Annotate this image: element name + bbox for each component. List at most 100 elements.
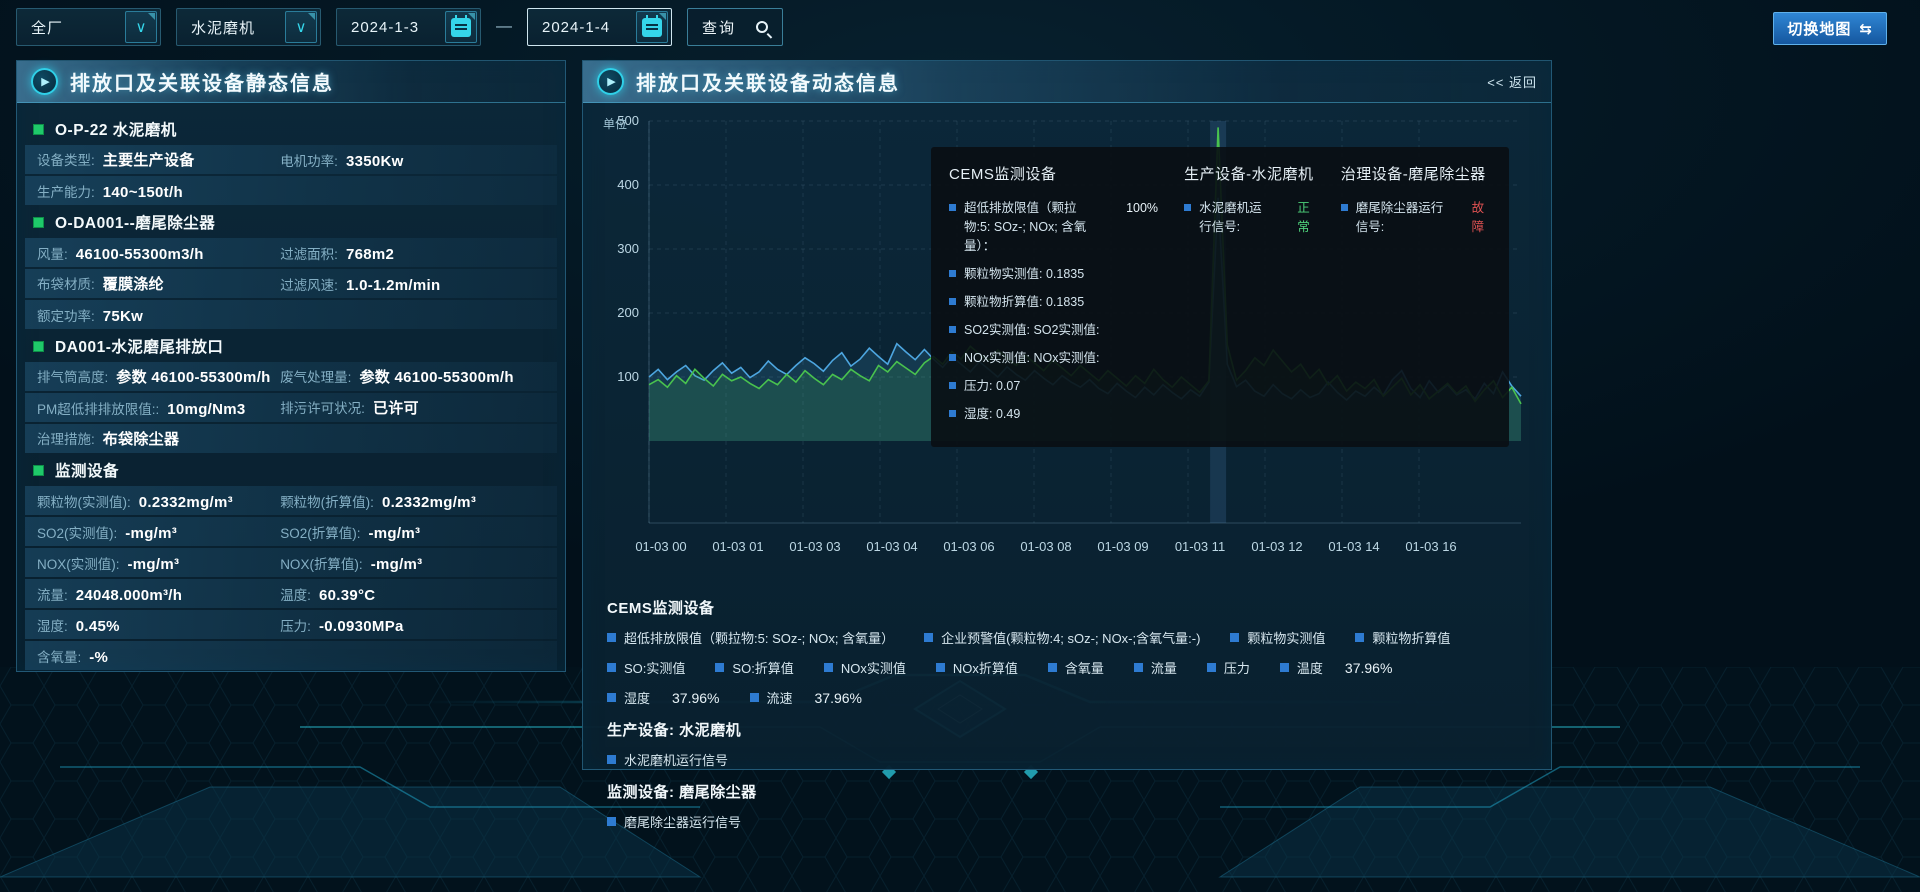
legend-square-icon [949, 354, 956, 361]
info-cell: 颗粒物(实测值): 0.2332mg/m³ [37, 491, 280, 511]
tooltip-row-value: 故障 [1471, 201, 1485, 234]
legend-item[interactable]: 磨尾除尘器运行信号 [607, 812, 741, 831]
info-row: 含氧量: -% [25, 641, 557, 670]
legend-item-value: 37.96% [672, 689, 720, 706]
toolbar: 全厂 ∨ 水泥磨机 ∨ 2024-1-3 — 2024-1-4 查询 [16, 8, 783, 46]
legend-item-label: 流量 [1150, 661, 1177, 676]
legend-item[interactable]: SO:实测值 [607, 658, 685, 677]
info-cell: 排气筒高度: 参数 46100-55300m/h [37, 366, 280, 387]
query-button[interactable]: 查询 [687, 8, 783, 46]
legend-item[interactable]: 流速 37.96% [749, 688, 862, 707]
section-title: 监测设备 [55, 463, 120, 480]
legend-item[interactable]: NOx实测值 [823, 658, 906, 677]
tooltip-row: 颗粒物实测值: 0.1835 [949, 263, 1158, 282]
field-label: 过滤面积: [280, 246, 338, 262]
chart-tooltip: CEMS监测设备 超低排放限值（颗拉物:5: SOz-; NOx; 含氧量）： 10… [931, 147, 1509, 447]
legend-item[interactable]: 流量 [1133, 658, 1177, 677]
tooltip-row-label: 颗粒物实测值: 0.1835 [964, 267, 1085, 281]
legend-item-label: 颗粒物实测值 [1247, 631, 1326, 646]
device-select[interactable]: 水泥磨机 ∨ [176, 8, 321, 46]
field-value: -mg/m³ [368, 524, 421, 542]
static-info-panel: ▶ 排放口及关联设备静态信息 O-P-22 水泥磨机 设备类型: 主要生产设备 电机功… [16, 60, 566, 672]
legend-square-icon [823, 663, 833, 672]
calendar-icon[interactable] [636, 11, 668, 43]
section-title: O-DA001--磨尾除尘器 [55, 215, 216, 232]
dynamic-info-panel-title: 排放口及关联设备动态信息 [636, 73, 900, 95]
legend-item[interactable]: 压力 [1206, 658, 1250, 677]
legend-item-label: NOx实测值 [840, 661, 906, 676]
field-value: 0.45% [75, 617, 120, 635]
calendar-glyph [642, 14, 662, 37]
plant-select[interactable]: 全厂 ∨ [16, 8, 161, 46]
info-cell: 湿度: 0.45% [37, 615, 280, 635]
legend-item[interactable]: 颗粒物实测值 [1230, 628, 1325, 647]
legend-square-icon [949, 270, 956, 277]
legend-item[interactable]: 水泥磨机运行信号 [607, 750, 728, 769]
info-row: 生产能力: 140~150t/h [25, 176, 557, 205]
info-row: SO2(实测值): -mg/m³ SO2(折算值): -mg/m³ [25, 517, 557, 546]
legend-item[interactable]: SO:折算值 [715, 658, 794, 677]
field-value: 1.0-1.2m/min [345, 276, 441, 294]
info-cell: SO2(折算值): -mg/m³ [280, 522, 420, 542]
field-label: 颗粒物(折算值): [280, 494, 374, 510]
tooltip-column-title: 治理设备-磨尾除尘器 [1340, 166, 1486, 183]
legend-item[interactable]: 含氧量 [1047, 658, 1104, 677]
chevron-down-icon[interactable]: ∨ [125, 11, 157, 43]
legend-item-label: 磨尾除尘器运行信号 [624, 815, 742, 830]
field-value: 参数 46100-55300m/h [359, 369, 514, 386]
tooltip-row-label: 水泥磨机运行信号: [1199, 201, 1262, 234]
calendar-icon[interactable] [445, 11, 477, 43]
tooltip-row: 超低排放限值（颗拉物:5: SOz-; NOx; 含氧量）： 100% [949, 197, 1158, 254]
legend-item[interactable]: 超低排放限值（颗拉物:5: SOz-; NOx; 含氧量） [607, 628, 894, 647]
field-label: 布袋材质: [37, 277, 95, 292]
info-cell: 布袋材质: 覆膜涤纶 [37, 273, 280, 294]
legend-square-icon [1133, 663, 1143, 672]
legend-item-value: 37.96% [814, 689, 862, 706]
info-row: 额定功率: 75Kw [25, 300, 557, 329]
section-header: O-P-22 水泥磨机 [25, 114, 557, 144]
field-value: -mg/m³ [370, 555, 423, 573]
field-label: 风量: [37, 246, 68, 262]
legend-item[interactable]: 湿度 37.96% [607, 688, 720, 707]
field-label: 流量: [37, 587, 68, 603]
chevron-glyph: ∨ [135, 19, 147, 36]
legend-item-label: 流速 [766, 691, 793, 706]
static-info-panel-title: 排放口及关联设备静态信息 [70, 73, 334, 95]
legend-square-icon [949, 382, 956, 389]
legend-item[interactable]: NOx折算值 [935, 658, 1018, 677]
field-value: 已许可 [372, 400, 419, 417]
info-cell: 额定功率: 75Kw [37, 305, 280, 325]
legend-square-icon [949, 326, 956, 333]
back-link[interactable]: << 返回 [1487, 75, 1537, 90]
field-label: 治理措施: [37, 432, 95, 447]
field-value: 0.2332mg/m³ [381, 493, 477, 511]
tooltip-row: 湿度: 0.49 [949, 403, 1158, 422]
tooltip-row-label: 湿度: 0.49 [964, 407, 1021, 421]
legend-item-label: 湿度 [624, 691, 651, 706]
legend-item[interactable]: 企业预警值(颗粒物:4; sOz-; NOx-;含氧气量:-) [924, 628, 1200, 647]
legend-item-label: 颗粒物折算值 [1372, 631, 1451, 646]
date-end-input[interactable]: 2024-1-4 [527, 8, 672, 46]
tooltip-row: SO2实测值: SO2实测值: [949, 319, 1158, 338]
x-tick-label: 01-03 03 [789, 539, 840, 554]
section-bullet-icon [33, 216, 44, 228]
legend-item[interactable]: 温度 37.96% [1279, 658, 1393, 677]
switch-map-button[interactable]: 切换地图 ⇆ [1773, 12, 1887, 45]
chevron-down-icon[interactable]: ∨ [285, 11, 317, 43]
dynamic-info-panel: ▶ 排放口及关联设备动态信息 << 返回 单位 100 200 300 400 500 0… [582, 60, 1552, 830]
y-tick-label: 100 [617, 369, 639, 384]
x-tick-label: 01-03 14 [1328, 539, 1379, 554]
field-label: 设备类型: [37, 153, 95, 168]
date-start-input[interactable]: 2024-1-3 [336, 8, 481, 46]
field-value: 24048.000m³/h [75, 586, 183, 604]
legend-square-icon [924, 633, 934, 642]
field-label: NOX(折算值): [280, 556, 363, 572]
legend-item[interactable]: 颗粒物折算值 [1355, 628, 1450, 647]
x-tick-label: 01-03 16 [1405, 539, 1456, 554]
legend-item-value: 37.96% [1344, 659, 1393, 676]
legend-square-icon [1206, 663, 1216, 672]
legend-item-label: 压力 [1223, 661, 1250, 676]
dynamic-info-panel-header: ▶ 排放口及关联设备动态信息 << 返回 [583, 61, 1551, 103]
date-range-separator: — [496, 18, 512, 35]
